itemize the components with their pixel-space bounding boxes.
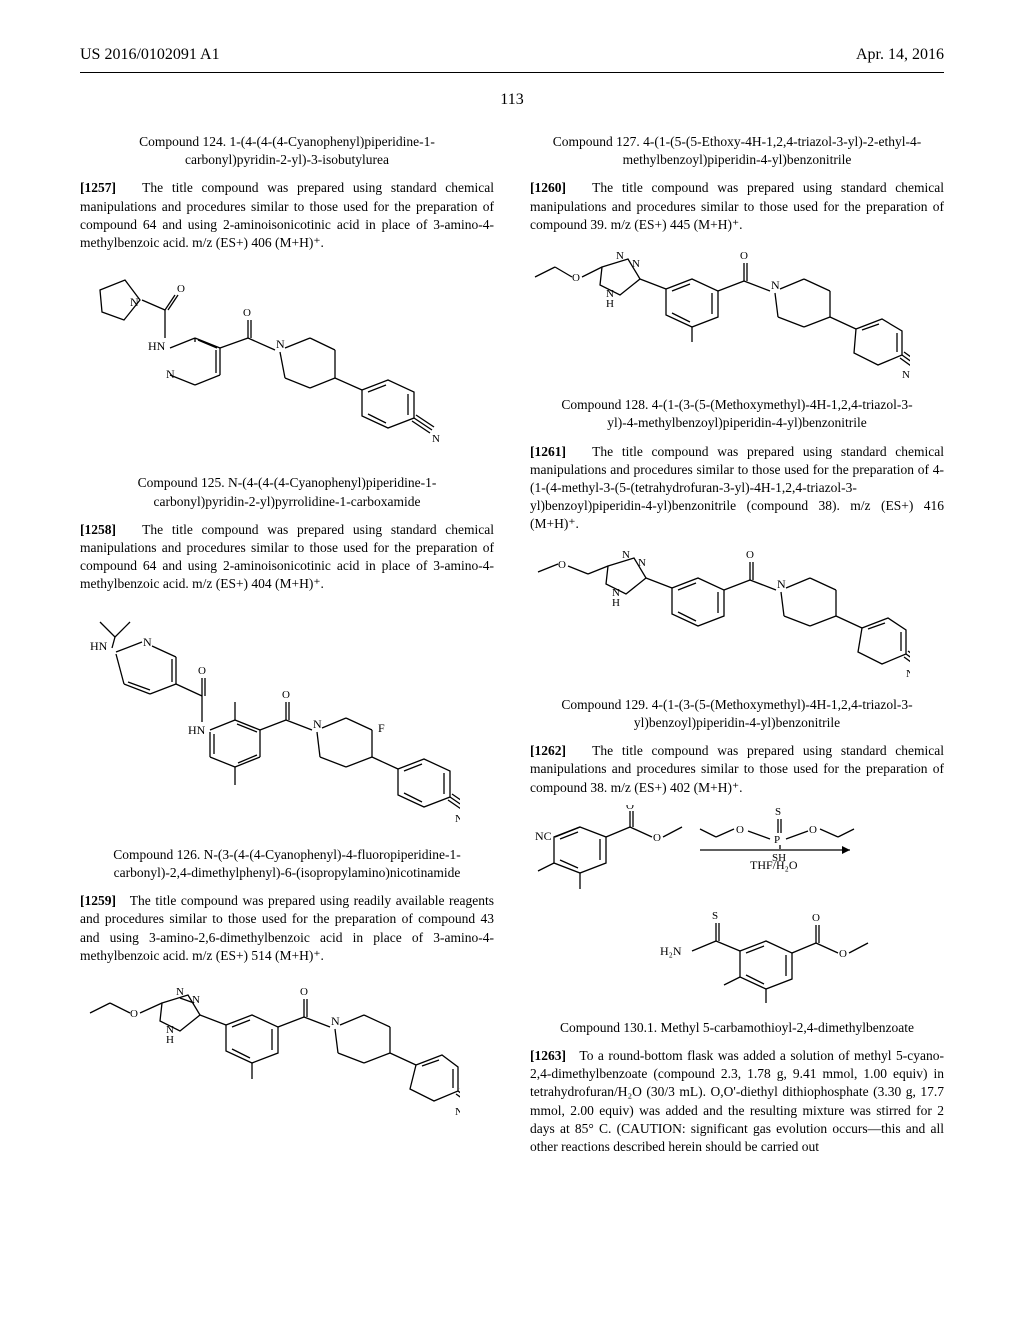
svg-text:O: O — [746, 549, 754, 561]
compound-126-para: [1259] The title compound was prepared u… — [80, 892, 494, 965]
svg-text:N: N — [166, 367, 175, 381]
svg-text:H: H — [166, 1034, 174, 1046]
svg-text:N: N — [632, 258, 640, 270]
svg-text:O: O — [300, 986, 308, 998]
svg-text:N: N — [455, 813, 460, 825]
svg-text:O: O — [839, 948, 847, 960]
para-num: [1262] — [530, 743, 566, 758]
svg-text:O: O — [809, 824, 817, 836]
para-num: [1258] — [80, 522, 116, 537]
para-text: The title compound was prepared using re… — [80, 893, 494, 963]
compound-125-para: [1258] The title compound was prepared u… — [80, 521, 494, 594]
svg-text:H: H — [606, 298, 614, 310]
svg-text:H: H — [612, 597, 620, 609]
header-row: US 2016/0102091 A1 Apr. 14, 2016 — [80, 46, 944, 64]
svg-text:N: N — [622, 549, 630, 561]
svg-text:HN: HN — [148, 339, 166, 353]
svg-text:N: N — [176, 986, 184, 998]
svg-text:N: N — [906, 668, 910, 680]
svg-text:O: O — [177, 283, 185, 295]
compound-130-scheme: NC O O — [530, 805, 944, 1005]
svg-text:O: O — [198, 665, 206, 677]
left-column: Compound 124. 1-(4-(4-(4-Cyanophenyl)pip… — [80, 123, 494, 1164]
compound-127-para: [1260] The title compound was prepared u… — [530, 179, 944, 234]
svg-text:HN: HN — [188, 723, 206, 737]
para-text: The title compound was prepared using st… — [80, 180, 494, 250]
compound-127-structure: O N N N H — [530, 242, 944, 382]
two-column-layout: Compound 124. 1-(4-(4-(4-Cyanophenyl)pip… — [80, 123, 944, 1164]
compound-124-structure: N O HN N — [80, 260, 494, 460]
svg-text:N: N — [313, 717, 322, 731]
svg-text:H₂N: H₂N — [660, 944, 682, 958]
svg-text:N: N — [130, 295, 139, 309]
svg-text:N: N — [455, 1106, 460, 1118]
compound-130-1-title: Compound 130.1. Methyl 5-carbamothioyl-2… — [548, 1019, 926, 1037]
compound-127-structure-leftcol: O N N N H — [80, 973, 494, 1123]
svg-text:P: P — [774, 834, 780, 846]
compound-128-title: Compound 128. 4-(1-(3-(5-(Methoxymethyl)… — [548, 396, 926, 432]
svg-text:N: N — [616, 250, 624, 262]
para-text: To a round-bottom flask was added a solu… — [530, 1048, 944, 1154]
para-num: [1257] — [80, 180, 116, 195]
svg-text:O: O — [572, 272, 580, 284]
para-num: [1261] — [530, 444, 566, 459]
svg-text:NC: NC — [535, 829, 552, 843]
svg-text:N: N — [902, 369, 910, 381]
svg-text:O: O — [736, 824, 744, 836]
svg-text:O: O — [243, 307, 251, 319]
solvent-label: THF/H₂O — [750, 858, 798, 872]
svg-text:O: O — [282, 689, 290, 701]
page-number: 113 — [80, 91, 944, 109]
svg-text:N: N — [638, 557, 646, 569]
para-num: [1260] — [530, 180, 566, 195]
compound-130-1-para: [1263] To a round-bottom flask was added… — [530, 1047, 944, 1156]
compound-129-para: [1262] The title compound was prepared u… — [530, 742, 944, 797]
svg-text:N: N — [331, 1014, 340, 1028]
para-num: [1259] — [80, 893, 116, 908]
compound-126-structure: HN N O — [80, 602, 494, 832]
svg-text:S: S — [712, 910, 718, 922]
compound-125-title: Compound 125. N-(4-(4-(4-Cyanophenyl)pip… — [98, 474, 476, 510]
page: US 2016/0102091 A1 Apr. 14, 2016 113 Com… — [0, 0, 1024, 1204]
pub-number: US 2016/0102091 A1 — [80, 46, 220, 64]
compound-124-title: Compound 124. 1-(4-(4-(4-Cyanophenyl)pip… — [98, 133, 476, 169]
svg-text:N: N — [777, 577, 786, 591]
svg-text:O: O — [558, 559, 566, 571]
right-column: Compound 127. 4-(1-(5-(5-Ethoxy-4H-1,2,4… — [530, 123, 944, 1164]
compound-128-structure: O N N N H O — [530, 542, 944, 682]
svg-text:O: O — [626, 805, 634, 812]
compound-128-para: [1261] The title compound was prepared u… — [530, 443, 944, 534]
svg-text:HN: HN — [90, 639, 108, 653]
svg-text:O: O — [653, 832, 661, 844]
compound-126-title: Compound 126. N-(3-(4-(4-Cyanophenyl)-4-… — [98, 846, 476, 882]
svg-text:N: N — [771, 278, 780, 292]
compound-127-title: Compound 127. 4-(1-(5-(5-Ethoxy-4H-1,2,4… — [548, 133, 926, 169]
para-text: The title compound was prepared using st… — [530, 180, 944, 231]
header-rule — [80, 72, 944, 73]
svg-text:O: O — [130, 1008, 138, 1020]
svg-text:N: N — [432, 433, 440, 445]
para-text: The title compound was prepared using st… — [530, 743, 944, 794]
svg-text:F: F — [378, 721, 385, 735]
compound-129-title: Compound 129. 4-(1-(3-(5-(Methoxymethyl)… — [548, 696, 926, 732]
svg-text:N: N — [143, 635, 152, 649]
para-num: [1263] — [530, 1048, 566, 1063]
compound-124-para: [1257] The title compound was prepared u… — [80, 179, 494, 252]
para-text: The title compound was prepared using st… — [80, 522, 494, 592]
svg-text:N: N — [276, 337, 285, 351]
para-text: The title compound was prepared using st… — [530, 444, 944, 532]
svg-text:S: S — [775, 806, 781, 818]
svg-text:O: O — [740, 250, 748, 262]
svg-text:N: N — [192, 994, 200, 1006]
svg-text:O: O — [812, 912, 820, 924]
pub-date: Apr. 14, 2016 — [856, 46, 944, 64]
